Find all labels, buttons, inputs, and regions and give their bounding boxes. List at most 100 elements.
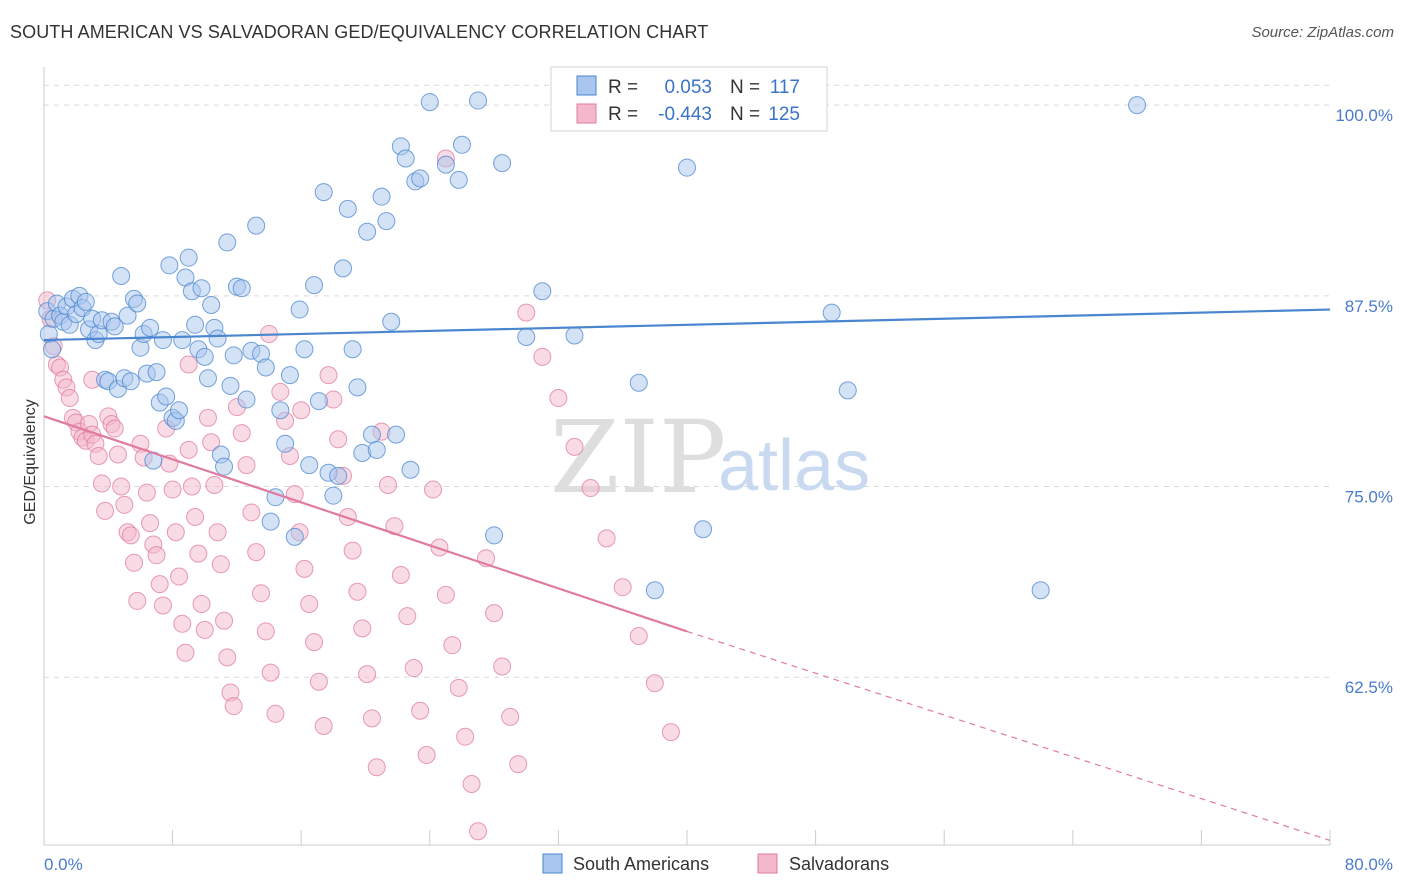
y-tick-label: 87.5% bbox=[1345, 297, 1393, 316]
salvadoran-point bbox=[179, 440, 198, 459]
south-american-point bbox=[186, 315, 205, 334]
salvadoran-point bbox=[121, 526, 140, 545]
salvadoran-point bbox=[166, 523, 185, 542]
south-american-point bbox=[215, 457, 234, 476]
salvadoran-point bbox=[436, 585, 455, 604]
south-american-point bbox=[694, 520, 713, 539]
south-american-point bbox=[271, 401, 290, 420]
south-american-point bbox=[367, 440, 386, 459]
legend-r-value-1: 0.053 bbox=[664, 77, 712, 98]
salvadoran-point bbox=[549, 389, 568, 408]
bottom-legend-salvadorans: Salvadorans bbox=[789, 854, 889, 874]
salvadoran-point bbox=[581, 479, 600, 498]
south-american-point bbox=[112, 266, 131, 285]
south-american-point bbox=[198, 369, 217, 388]
salvadoran-point bbox=[256, 622, 275, 641]
salvadoran-point bbox=[195, 620, 214, 639]
trend-line-salvadorans-extension bbox=[686, 630, 1331, 841]
south-american-point bbox=[179, 248, 198, 267]
south-american-point bbox=[493, 154, 512, 173]
chart-title: SOUTH AMERICAN VS SALVADORAN GED/EQUIVAL… bbox=[10, 22, 709, 42]
south-american-point bbox=[195, 347, 214, 366]
salvadoran-point bbox=[469, 822, 488, 841]
south-american-point bbox=[118, 306, 137, 325]
salvadoran-point bbox=[218, 648, 237, 667]
south-american-point bbox=[147, 363, 166, 382]
south-american-point bbox=[485, 526, 504, 545]
south-american-point bbox=[678, 158, 696, 177]
south-american-point bbox=[452, 135, 471, 154]
salvadoran-point bbox=[208, 523, 227, 542]
bottom-legend-south-americans: South Americans bbox=[573, 854, 709, 874]
south-american-point bbox=[411, 169, 430, 188]
salvadoran-point bbox=[565, 437, 584, 456]
salvadoran-point bbox=[179, 355, 198, 374]
salvadoran-point bbox=[517, 303, 536, 322]
south-american-point bbox=[377, 212, 396, 231]
south-american-point bbox=[170, 401, 189, 420]
south-american-point bbox=[208, 329, 227, 348]
legend-swatch-pink bbox=[576, 103, 597, 124]
south-american-point bbox=[333, 259, 352, 278]
salvadoran-point bbox=[379, 475, 398, 494]
south-american-point bbox=[224, 346, 243, 365]
salvadoran-point bbox=[391, 565, 410, 584]
south-american-point bbox=[105, 317, 124, 336]
legend-n-value-2: 125 bbox=[768, 104, 800, 125]
axes bbox=[43, 67, 1331, 846]
south-american-point bbox=[338, 199, 357, 218]
salvadoran-point bbox=[150, 575, 169, 594]
salvadoran-point bbox=[247, 543, 266, 562]
bottom-legend: South Americans Salvadorans bbox=[542, 853, 889, 874]
salvadoran-point bbox=[89, 447, 108, 465]
south-american-point bbox=[822, 303, 841, 322]
salvadoran-point bbox=[362, 709, 381, 728]
south-american-point bbox=[372, 187, 391, 206]
south-american-point bbox=[309, 392, 328, 411]
salvadoran-point bbox=[661, 723, 680, 742]
salvadoran-point bbox=[367, 758, 386, 777]
south-american-point bbox=[362, 425, 381, 444]
salvadoran-point bbox=[348, 582, 367, 601]
salvadoran-point bbox=[186, 508, 205, 527]
south-american-point bbox=[290, 300, 309, 319]
salvadoran-point bbox=[329, 430, 348, 449]
south-american-point bbox=[401, 460, 420, 479]
salvadoran-point bbox=[141, 514, 160, 533]
bottom-swatch-blue bbox=[542, 853, 563, 874]
legend-r-label-2: R = bbox=[608, 104, 638, 125]
salvadoran-point bbox=[295, 559, 314, 578]
south-american-point bbox=[1128, 96, 1147, 115]
south-american-point bbox=[645, 581, 664, 600]
salvadoran-point bbox=[411, 701, 430, 720]
salvadoran-point bbox=[147, 546, 166, 565]
south-american-point bbox=[348, 378, 367, 397]
south-american-point bbox=[141, 318, 160, 337]
south-american-point bbox=[629, 373, 648, 392]
salvadoran-point bbox=[533, 347, 552, 366]
salvadoran-point bbox=[125, 553, 144, 572]
south-americans-points bbox=[38, 91, 1147, 600]
salvadoran-point bbox=[96, 501, 115, 520]
salvadoran-point bbox=[202, 433, 221, 452]
salvadoran-point bbox=[271, 382, 290, 401]
south-american-point bbox=[300, 456, 319, 475]
salvadoran-point bbox=[176, 643, 195, 662]
salvadoran-point bbox=[128, 591, 147, 610]
legend-box bbox=[550, 66, 828, 132]
salvadoran-point bbox=[353, 619, 372, 638]
salvadoran-point bbox=[645, 674, 664, 693]
salvadoran-point bbox=[242, 503, 261, 522]
legend-swatch-blue bbox=[576, 75, 597, 96]
salvadoran-point bbox=[232, 424, 251, 443]
salvadoran-point bbox=[443, 636, 462, 655]
salvadoran-point bbox=[398, 607, 417, 626]
south-american-point bbox=[157, 387, 176, 406]
salvadoran-point bbox=[456, 727, 475, 746]
south-american-point bbox=[192, 279, 211, 298]
south-american-point bbox=[237, 390, 256, 409]
salvadoran-point bbox=[153, 596, 172, 615]
salvadoran-point bbox=[358, 665, 377, 684]
south-american-point bbox=[232, 279, 251, 298]
salvadoran-point bbox=[92, 474, 111, 493]
